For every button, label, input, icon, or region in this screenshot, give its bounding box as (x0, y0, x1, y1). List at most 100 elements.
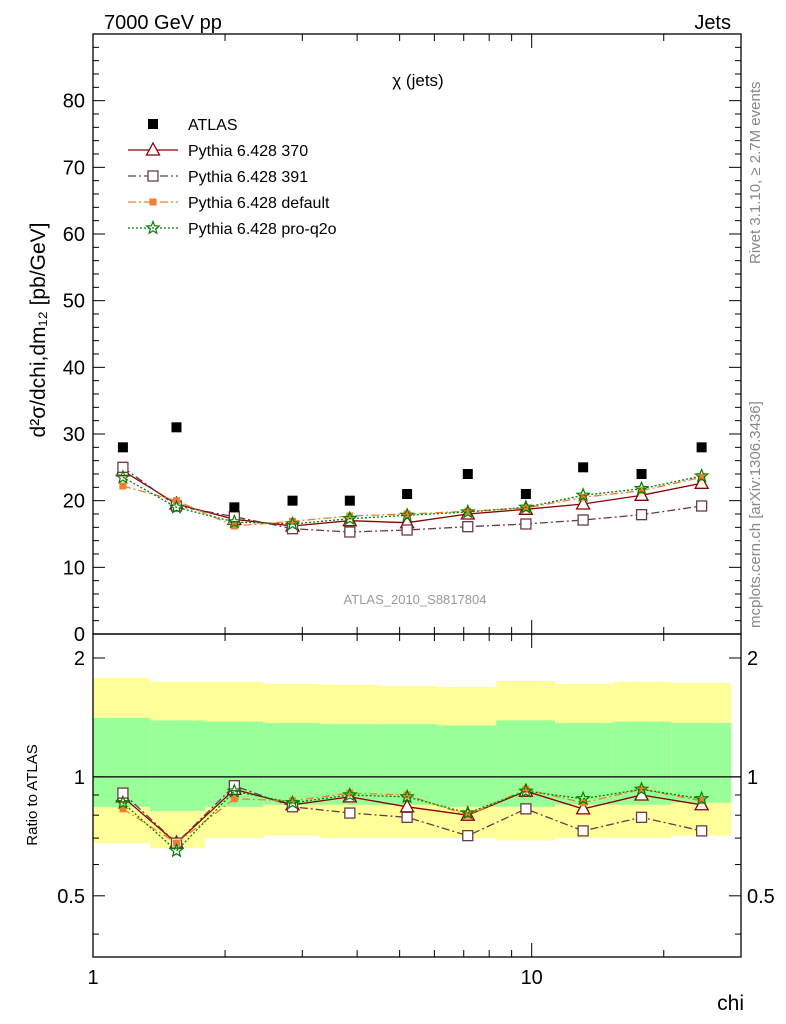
data-point (344, 495, 355, 506)
ratio-point (346, 789, 354, 797)
data-point (520, 489, 531, 499)
y-tick-label: 60 (63, 224, 85, 246)
data-point (633, 480, 650, 496)
ratio-point (115, 794, 131, 810)
legend-label: Pythia 6.428 370 (188, 143, 308, 160)
ratio-point (344, 807, 356, 819)
ratio-point (638, 785, 646, 793)
data-point (462, 521, 474, 533)
ratio-y-tick-label-right: 2 (747, 648, 758, 670)
data-point (694, 474, 710, 489)
legend-marker (149, 198, 157, 206)
ratio-point (575, 790, 591, 806)
data-point (464, 507, 472, 515)
main-panel: χ (jets) ATLAS_2010_S8817804 d²σ/dchi,dm… (27, 33, 742, 646)
x-tick-label: 10 (521, 967, 543, 989)
ratio-point (695, 825, 708, 837)
data-point (695, 500, 708, 512)
y-tick-label: 70 (63, 157, 85, 179)
inner-band (263, 722, 321, 805)
y-tick-label: 40 (63, 357, 85, 379)
y-tick-label: 10 (63, 557, 85, 579)
data-point (117, 442, 128, 453)
series-line (122, 476, 702, 527)
y-tick-label: 20 (63, 491, 85, 513)
ratio-point (579, 799, 587, 807)
data-point (342, 510, 358, 526)
data-point (168, 499, 185, 514)
header-left: 7000 GeV pp (104, 12, 222, 34)
x-tick-label: 1 (87, 967, 98, 989)
data-point (171, 422, 182, 433)
data-point (344, 526, 356, 538)
data-point (402, 489, 413, 499)
ratio-point (168, 842, 185, 858)
ratio-y-tick-label-right: 1 (747, 767, 758, 789)
data-point (638, 487, 646, 495)
legend-marker (145, 219, 161, 235)
data-point (399, 507, 415, 522)
rivet-label: Rivet 3.1.10, ≥ 2.7M events (747, 82, 764, 265)
series-pythia-6-428-pro-q2o (115, 467, 710, 531)
data-point (229, 502, 240, 513)
y-tick-label: 80 (63, 91, 85, 113)
series-line (122, 475, 702, 525)
plot-title: χ (jets) (392, 71, 443, 90)
data-point (577, 514, 589, 526)
series-pythia-6-428-391 (117, 461, 708, 538)
ratio-line (122, 788, 702, 852)
data-point (115, 469, 131, 484)
data-point (462, 469, 473, 479)
y-tick-label: 30 (63, 424, 85, 446)
legend-marker (145, 141, 161, 156)
legend-label: Pythia 6.428 391 (188, 169, 308, 186)
y-axis-label-main: d²σ/dchi,dm₁₂ [pb/GeV] (27, 223, 50, 438)
ratio-y-tick-label: 2 (74, 648, 85, 670)
data-point (287, 495, 298, 506)
y-tick-label: 0 (74, 624, 85, 646)
data-point (289, 517, 297, 525)
data-point (230, 522, 238, 530)
inner-band (437, 725, 497, 807)
ratio-series-pythia-6-428-pro-q2o (115, 781, 710, 858)
series-pythia-6-428-default (119, 473, 706, 530)
ratio-point (401, 811, 413, 823)
ratio-point (635, 811, 648, 823)
y-tick-label: 50 (63, 291, 85, 313)
ratio-point (230, 795, 238, 803)
legend-label: Pythia 6.428 pro-q2o (188, 221, 337, 238)
legend-item: ATLAS (148, 117, 238, 134)
ratio-point (462, 830, 474, 842)
data-point (403, 510, 411, 518)
legend-item: Pythia 6.428 370 (128, 141, 308, 160)
legend-label: Pythia 6.428 default (188, 195, 330, 212)
x-axis-label: chi (717, 992, 744, 1015)
legend-marker (147, 170, 159, 182)
inner-band (379, 724, 438, 805)
legend: ATLAS Pythia 6.428 370 Pythia 6.428 391 Pyt… (128, 117, 337, 238)
ratio-y-tick-label: 1 (74, 767, 85, 789)
ratio-point (117, 787, 129, 799)
ratio-point (518, 783, 534, 798)
data-point (522, 504, 530, 512)
ratio-point (342, 786, 358, 802)
ratio-point (520, 803, 532, 815)
ratio-point (522, 785, 530, 793)
data-point (635, 509, 648, 521)
ratio-point (399, 788, 415, 804)
ratio-panel: Ratio to ATLAS chi 0.5 0.5 1 1 2 2 1 10 (24, 633, 775, 1015)
data-point (401, 524, 413, 536)
ratio-point (460, 804, 476, 820)
data-point (578, 462, 589, 473)
data-point (226, 513, 243, 529)
ratio-frame (92, 633, 742, 958)
data-point (119, 482, 127, 490)
data-point (284, 515, 301, 531)
ratio-point (698, 797, 706, 805)
ratio-point (284, 794, 301, 810)
ratio-point (403, 791, 411, 799)
legend-marker (148, 119, 158, 129)
data-point (575, 495, 591, 510)
inner-band (671, 722, 732, 803)
